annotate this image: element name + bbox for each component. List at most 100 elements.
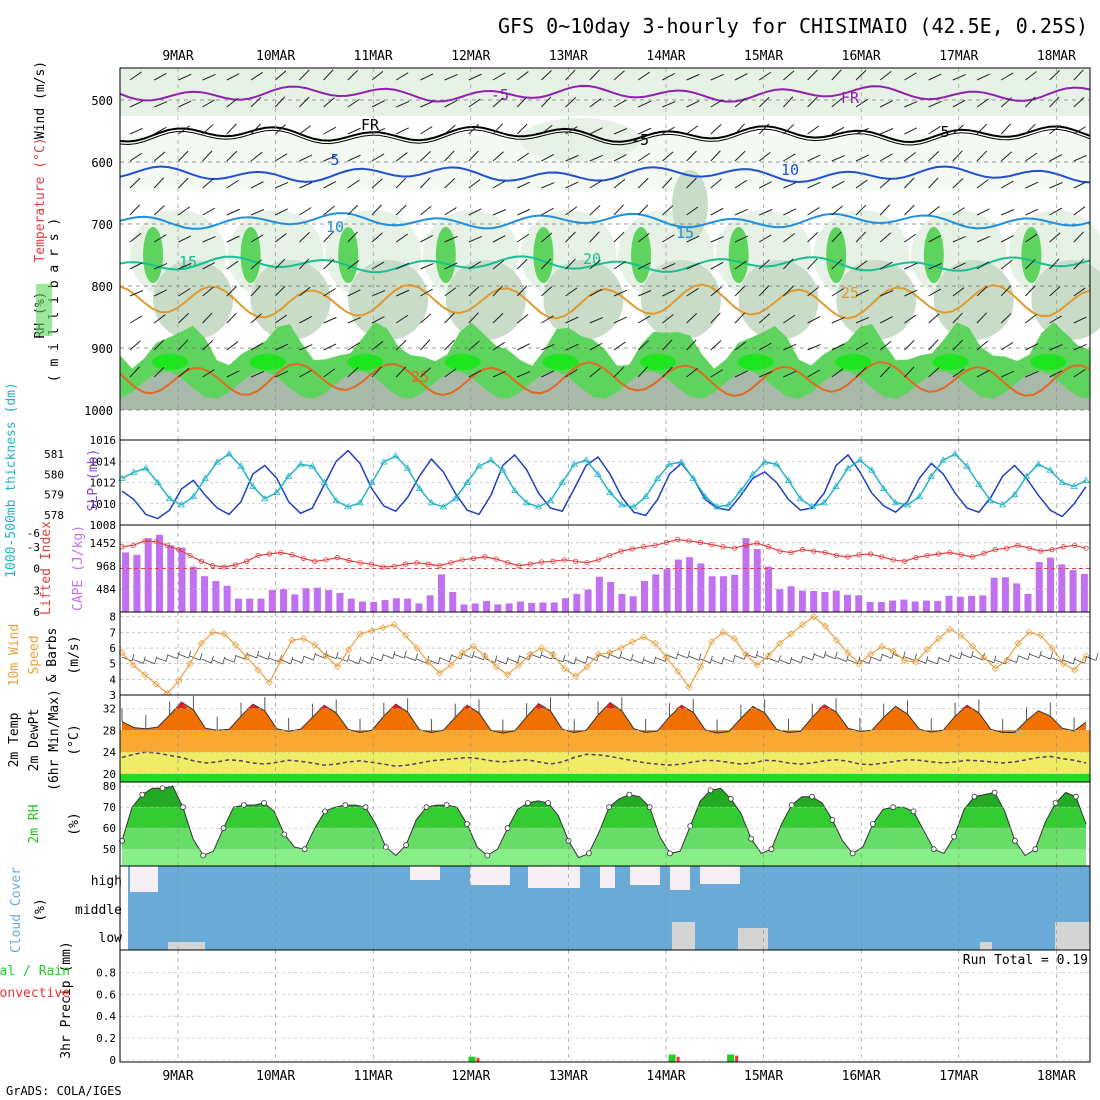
wind-barb bbox=[927, 659, 938, 665]
cape-bar bbox=[697, 563, 705, 612]
cape-bar bbox=[426, 595, 434, 612]
wind-barb bbox=[710, 340, 722, 351]
wind-barb bbox=[586, 656, 598, 661]
wind-speed-point bbox=[798, 620, 807, 629]
wind-barb bbox=[879, 204, 891, 216]
wind-barb bbox=[323, 231, 334, 243]
cape-bar bbox=[618, 593, 626, 612]
wind-barb bbox=[178, 125, 191, 135]
wind-barb bbox=[299, 258, 310, 270]
wind-barb bbox=[855, 69, 867, 81]
wind-barb-flag bbox=[267, 652, 271, 660]
wind-barb bbox=[444, 235, 458, 243]
wind-barb bbox=[662, 339, 673, 351]
wind-speed-point bbox=[662, 653, 670, 661]
wind-speed-point bbox=[141, 671, 149, 679]
cape-bar bbox=[945, 595, 953, 612]
bottom-date-label: 11MAR bbox=[354, 1069, 393, 1084]
pressure-tick-label: 1000 bbox=[84, 404, 113, 418]
precip-total-bar bbox=[668, 1054, 676, 1062]
thickness-point bbox=[927, 472, 935, 479]
wind-barb bbox=[677, 653, 688, 659]
li-point bbox=[210, 562, 216, 569]
wind-barb bbox=[662, 289, 676, 297]
wind-barb bbox=[813, 653, 824, 659]
cape-bar bbox=[471, 603, 479, 612]
wind-barb bbox=[395, 233, 409, 243]
thickness-point bbox=[998, 501, 1007, 508]
thickness-point bbox=[237, 462, 245, 469]
wind-barb bbox=[371, 128, 386, 135]
bottom-date-label: 12MAR bbox=[451, 1069, 490, 1084]
wind-barb bbox=[1025, 181, 1039, 189]
wind-barb bbox=[394, 653, 405, 659]
rh-point bbox=[991, 789, 998, 796]
thickness-point bbox=[380, 458, 388, 465]
li-point bbox=[1049, 547, 1055, 553]
wind-barb-flag bbox=[868, 656, 872, 664]
wind-barb bbox=[734, 285, 746, 297]
wind-barb bbox=[589, 127, 603, 135]
wind-barb bbox=[855, 98, 868, 108]
wind-barb bbox=[274, 285, 286, 297]
li-point bbox=[266, 551, 273, 557]
wind-barb bbox=[662, 151, 674, 162]
wind-barb bbox=[250, 234, 264, 243]
wind-speed-point bbox=[209, 628, 217, 636]
wind-barb bbox=[589, 205, 601, 216]
wind-barb bbox=[323, 316, 337, 324]
wind-barb bbox=[541, 70, 552, 81]
wind-barb bbox=[371, 290, 386, 297]
wind-axis-label: (m/s) bbox=[67, 635, 82, 674]
wind-speed-point bbox=[969, 642, 977, 651]
li-point bbox=[595, 557, 601, 563]
wind-speed-point bbox=[152, 680, 160, 688]
contour-label: 15 bbox=[676, 224, 694, 242]
wind-speed-point bbox=[742, 650, 750, 658]
li-point bbox=[1083, 545, 1089, 551]
wind-barb bbox=[662, 234, 675, 243]
wind-speed-point bbox=[991, 664, 999, 672]
cloud-level-label: middle bbox=[75, 903, 122, 918]
wind-barb bbox=[516, 123, 528, 135]
li-point bbox=[244, 558, 250, 564]
wind-barb-flag bbox=[993, 655, 997, 663]
bottom-date-label: 14MAR bbox=[646, 1069, 685, 1084]
li-point bbox=[947, 549, 953, 556]
wind-barb bbox=[395, 127, 409, 135]
wind-barb bbox=[299, 232, 310, 243]
cape-bar bbox=[1058, 564, 1066, 612]
wind-barb-flag bbox=[619, 651, 623, 659]
wind-barb bbox=[565, 343, 579, 351]
wind-speed-point bbox=[220, 630, 228, 638]
li-point bbox=[391, 563, 397, 569]
wind-barb bbox=[202, 74, 216, 81]
li-point bbox=[686, 538, 692, 544]
wind-speed-point bbox=[878, 642, 886, 651]
li-point bbox=[255, 552, 261, 559]
wind-barb bbox=[710, 261, 724, 270]
cape-bar bbox=[979, 595, 987, 612]
cape-bar bbox=[1080, 573, 1088, 612]
wind-barb bbox=[565, 231, 576, 243]
wind-barb-flag bbox=[539, 650, 543, 659]
li-point bbox=[856, 552, 862, 558]
temperature-peak bbox=[461, 705, 474, 709]
wind-barb bbox=[226, 370, 240, 378]
temperature-peak bbox=[389, 704, 402, 709]
li-point bbox=[300, 555, 307, 561]
temperature-peak bbox=[318, 705, 331, 709]
wind-barb bbox=[167, 654, 178, 660]
rh-point bbox=[870, 821, 876, 827]
thickness-point bbox=[403, 464, 412, 471]
wind-barb bbox=[496, 659, 507, 665]
wind-barb bbox=[250, 151, 263, 162]
temperature-tick-label: 28 bbox=[103, 724, 116, 737]
wind-barb-flag bbox=[630, 653, 634, 662]
wind-barb bbox=[686, 177, 697, 189]
wind-barb bbox=[1049, 370, 1063, 378]
wind-speed-point bbox=[889, 647, 897, 655]
thickness-point bbox=[832, 482, 840, 489]
wind-speed-point bbox=[549, 650, 557, 658]
wind-barb bbox=[444, 124, 456, 135]
